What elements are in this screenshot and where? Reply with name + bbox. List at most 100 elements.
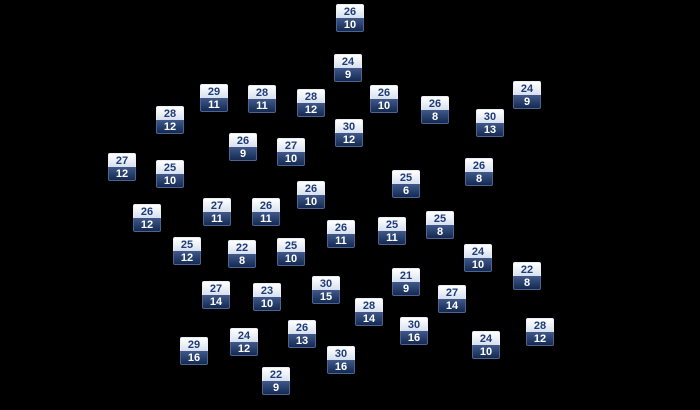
marker-low-value: 9 bbox=[262, 381, 290, 395]
marker-low-value: 9 bbox=[392, 282, 420, 296]
map-marker[interactable]: 26 10 bbox=[297, 181, 325, 209]
marker-low-value: 10 bbox=[277, 152, 305, 166]
map-marker[interactable]: 30 16 bbox=[400, 317, 428, 345]
map-marker[interactable]: 28 12 bbox=[297, 89, 325, 117]
marker-low-value: 9 bbox=[513, 95, 541, 109]
map-marker[interactable]: 25 10 bbox=[156, 160, 184, 188]
marker-low-value: 14 bbox=[202, 295, 230, 309]
map-marker[interactable]: 24 12 bbox=[230, 328, 258, 356]
marker-high-value: 27 bbox=[108, 153, 136, 167]
map-marker[interactable]: 25 12 bbox=[173, 237, 201, 265]
marker-low-value: 8 bbox=[465, 172, 493, 186]
marker-high-value: 26 bbox=[133, 204, 161, 218]
map-marker[interactable]: 28 14 bbox=[355, 298, 383, 326]
marker-high-value: 26 bbox=[327, 220, 355, 234]
marker-high-value: 28 bbox=[526, 318, 554, 332]
map-marker[interactable]: 30 15 bbox=[312, 276, 340, 304]
marker-low-value: 6 bbox=[392, 184, 420, 198]
map-marker[interactable]: 26 13 bbox=[288, 320, 316, 348]
map-marker[interactable]: 27 14 bbox=[202, 281, 230, 309]
map-marker[interactable]: 25 10 bbox=[277, 238, 305, 266]
marker-high-value: 24 bbox=[472, 331, 500, 345]
map-marker[interactable]: 30 12 bbox=[335, 119, 363, 147]
map-marker[interactable]: 26 10 bbox=[370, 85, 398, 113]
marker-high-value: 27 bbox=[202, 281, 230, 295]
marker-high-value: 28 bbox=[355, 298, 383, 312]
marker-high-value: 27 bbox=[277, 138, 305, 152]
marker-low-value: 12 bbox=[156, 120, 184, 134]
map-marker[interactable]: 25 6 bbox=[392, 170, 420, 198]
marker-low-value: 12 bbox=[133, 218, 161, 232]
marker-low-value: 13 bbox=[288, 334, 316, 348]
marker-low-value: 9 bbox=[229, 147, 257, 161]
marker-high-value: 24 bbox=[334, 54, 362, 68]
marker-low-value: 14 bbox=[355, 312, 383, 326]
marker-low-value: 15 bbox=[312, 290, 340, 304]
marker-high-value: 26 bbox=[336, 4, 364, 18]
map-marker[interactable]: 22 8 bbox=[513, 262, 541, 290]
map-marker[interactable]: 30 16 bbox=[327, 346, 355, 374]
marker-low-value: 10 bbox=[277, 252, 305, 266]
map-marker[interactable]: 22 8 bbox=[228, 240, 256, 268]
map-marker[interactable]: 24 9 bbox=[334, 54, 362, 82]
map-marker[interactable]: 25 11 bbox=[378, 217, 406, 245]
map-marker[interactable]: 24 10 bbox=[472, 331, 500, 359]
marker-high-value: 21 bbox=[392, 268, 420, 282]
map-marker[interactable]: 28 11 bbox=[248, 85, 276, 113]
marker-high-value: 30 bbox=[400, 317, 428, 331]
map-marker[interactable]: 27 12 bbox=[108, 153, 136, 181]
map-marker[interactable]: 26 8 bbox=[465, 158, 493, 186]
map-marker[interactable]: 24 10 bbox=[464, 244, 492, 272]
marker-low-value: 10 bbox=[472, 345, 500, 359]
marker-high-value: 25 bbox=[156, 160, 184, 174]
marker-high-value: 30 bbox=[335, 119, 363, 133]
marker-high-value: 25 bbox=[426, 211, 454, 225]
marker-low-value: 11 bbox=[252, 212, 280, 226]
marker-high-value: 26 bbox=[252, 198, 280, 212]
marker-low-value: 8 bbox=[426, 225, 454, 239]
map-marker[interactable]: 28 12 bbox=[156, 106, 184, 134]
marker-low-value: 12 bbox=[297, 103, 325, 117]
marker-low-value: 9 bbox=[334, 68, 362, 82]
marker-high-value: 25 bbox=[392, 170, 420, 184]
map-marker[interactable]: 26 9 bbox=[229, 133, 257, 161]
marker-low-value: 10 bbox=[297, 195, 325, 209]
map-marker[interactable]: 26 11 bbox=[327, 220, 355, 248]
marker-low-value: 16 bbox=[180, 351, 208, 365]
map-marker[interactable]: 27 14 bbox=[438, 285, 466, 313]
map-marker[interactable]: 23 10 bbox=[253, 283, 281, 311]
map-marker[interactable]: 26 8 bbox=[421, 96, 449, 124]
map-marker[interactable]: 27 11 bbox=[203, 198, 231, 226]
marker-high-value: 26 bbox=[288, 320, 316, 334]
marker-high-value: 30 bbox=[476, 109, 504, 123]
map-marker[interactable]: 26 12 bbox=[133, 204, 161, 232]
map-marker[interactable]: 29 11 bbox=[200, 84, 228, 112]
marker-low-value: 8 bbox=[513, 276, 541, 290]
marker-high-value: 28 bbox=[297, 89, 325, 103]
marker-low-value: 12 bbox=[173, 251, 201, 265]
map-marker[interactable]: 25 8 bbox=[426, 211, 454, 239]
map-marker[interactable]: 22 9 bbox=[262, 367, 290, 395]
marker-high-value: 29 bbox=[180, 337, 208, 351]
map-marker[interactable]: 30 13 bbox=[476, 109, 504, 137]
map-marker[interactable]: 28 12 bbox=[526, 318, 554, 346]
marker-low-value: 12 bbox=[335, 133, 363, 147]
marker-low-value: 10 bbox=[156, 174, 184, 188]
marker-low-value: 16 bbox=[327, 360, 355, 374]
marker-low-value: 13 bbox=[476, 123, 504, 137]
marker-low-value: 12 bbox=[230, 342, 258, 356]
map-marker[interactable]: 24 9 bbox=[513, 81, 541, 109]
marker-high-value: 27 bbox=[203, 198, 231, 212]
map-marker[interactable]: 26 11 bbox=[252, 198, 280, 226]
map-marker[interactable]: 26 10 bbox=[336, 4, 364, 32]
map-marker[interactable]: 21 9 bbox=[392, 268, 420, 296]
marker-low-value: 8 bbox=[421, 110, 449, 124]
marker-low-value: 12 bbox=[526, 332, 554, 346]
map-marker[interactable]: 27 10 bbox=[277, 138, 305, 166]
map-marker[interactable]: 29 16 bbox=[180, 337, 208, 365]
marker-low-value: 12 bbox=[108, 167, 136, 181]
marker-high-value: 23 bbox=[253, 283, 281, 297]
marker-high-value: 25 bbox=[277, 238, 305, 252]
marker-high-value: 22 bbox=[228, 240, 256, 254]
